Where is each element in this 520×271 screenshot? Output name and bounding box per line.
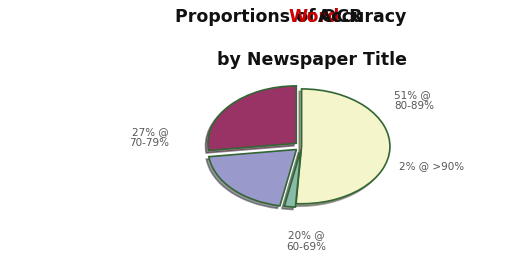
Text: 51% @
80-89%: 51% @ 80-89% (394, 90, 434, 111)
Text: 20% @
60-69%: 20% @ 60-69% (286, 230, 326, 252)
Wedge shape (209, 150, 296, 206)
Text: Accuracy: Accuracy (312, 8, 407, 26)
Wedge shape (208, 86, 296, 150)
Text: 2% @ >90%: 2% @ >90% (399, 161, 464, 171)
Wedge shape (296, 89, 390, 204)
Wedge shape (284, 150, 301, 207)
Text: Word: Word (288, 8, 340, 26)
Text: by Newspaper Title: by Newspaper Title (217, 51, 407, 69)
Text: 27% @
70-79%: 27% @ 70-79% (129, 127, 169, 148)
Text: Proportions of OCR: Proportions of OCR (175, 8, 368, 26)
